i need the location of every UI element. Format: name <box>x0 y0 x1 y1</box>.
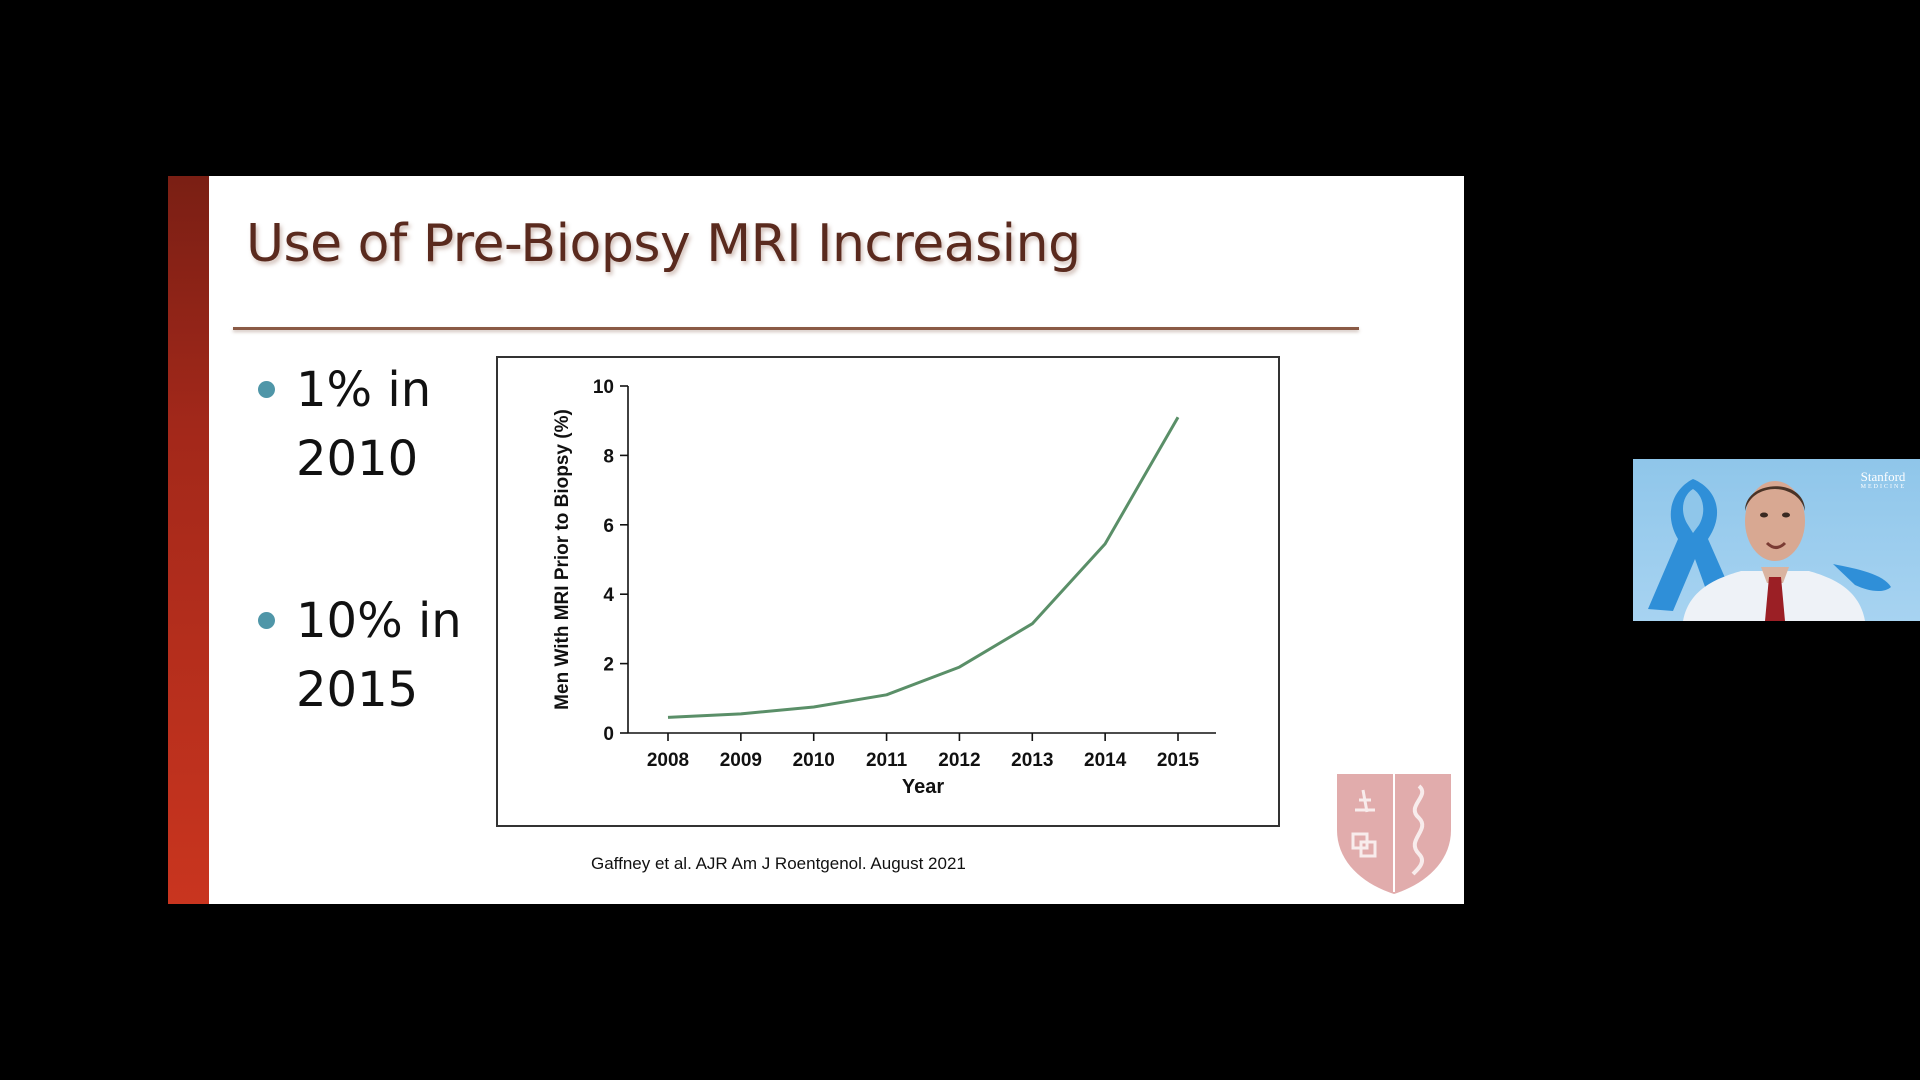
bullet-item: 10% in 2015 <box>258 587 488 725</box>
bullet-dot-icon <box>258 381 275 398</box>
x-axis-label: Year <box>902 776 944 798</box>
bullet-list: 1% in 2010 10% in 2015 <box>258 356 488 725</box>
x-tick-label: 2013 <box>1011 750 1053 771</box>
logo-subtext: MEDICINE <box>1860 484 1906 490</box>
bullet-text-line2: 2010 <box>296 431 419 487</box>
y-tick-label: 2 <box>603 655 614 676</box>
logo-text: Stanford <box>1860 469 1906 484</box>
bullet-text-line1: 10% in <box>296 593 462 649</box>
awareness-ribbon-icon <box>1648 479 1737 611</box>
y-tick-label: 0 <box>603 724 614 745</box>
x-tick-label: 2014 <box>1084 750 1127 771</box>
presentation-slide: Use of Pre-Biopsy MRI Increasing 1% in 2… <box>168 176 1464 904</box>
y-tick-label: 4 <box>603 585 614 606</box>
title-divider <box>233 327 1359 330</box>
y-tick-label: 10 <box>593 377 614 398</box>
necktie <box>1765 577 1785 621</box>
y-tick-label: 8 <box>603 446 614 467</box>
chart-axes <box>627 386 1216 734</box>
x-tick-label: 2009 <box>720 750 762 771</box>
slide-accent-bar <box>168 176 209 904</box>
bullet-text-line1: 1% in <box>296 362 432 418</box>
slide-title: Use of Pre-Biopsy MRI Increasing <box>246 214 1081 274</box>
stanford-medicine-logo: Stanford MEDICINE <box>1860 469 1906 493</box>
x-tick-label: 2010 <box>793 750 835 771</box>
speaker-video-tile[interactable]: Stanford MEDICINE <box>1633 459 1920 621</box>
bullet-text-line2: 2015 <box>296 662 419 718</box>
x-tick-label: 2015 <box>1157 750 1200 771</box>
x-tick-label: 2012 <box>938 750 980 771</box>
speaker-video-feed <box>1648 479 1891 621</box>
chart-series <box>667 416 1180 719</box>
x-ticks: 2008 2009 2010 2011 2012 2013 2014 2015 <box>647 733 1200 771</box>
speaker-face <box>1745 481 1805 561</box>
y-ticks: 0 2 4 6 8 10 <box>593 377 628 745</box>
data-series-line <box>667 416 1180 719</box>
line-chart: 0 2 4 6 8 10 2008 2009 2010 2011 2012 2013 2014 2015… <box>552 377 1216 798</box>
x-tick-label: 2008 <box>647 750 689 771</box>
university-seal-logo <box>1337 774 1451 894</box>
citation-text: Gaffney et al. AJR Am J Roentgenol. Augu… <box>591 854 966 873</box>
y-axis-label: Men With MRI Prior to Biopsy (%) <box>552 409 573 710</box>
bullet-item: 1% in 2010 <box>258 356 488 494</box>
bullet-dot-icon <box>258 612 275 629</box>
x-tick-label: 2011 <box>866 750 908 771</box>
y-tick-label: 6 <box>603 516 614 537</box>
chart-frame: 0 2 4 6 8 10 2008 2009 2010 2011 2012 2013 2014 2015… <box>496 356 1280 827</box>
